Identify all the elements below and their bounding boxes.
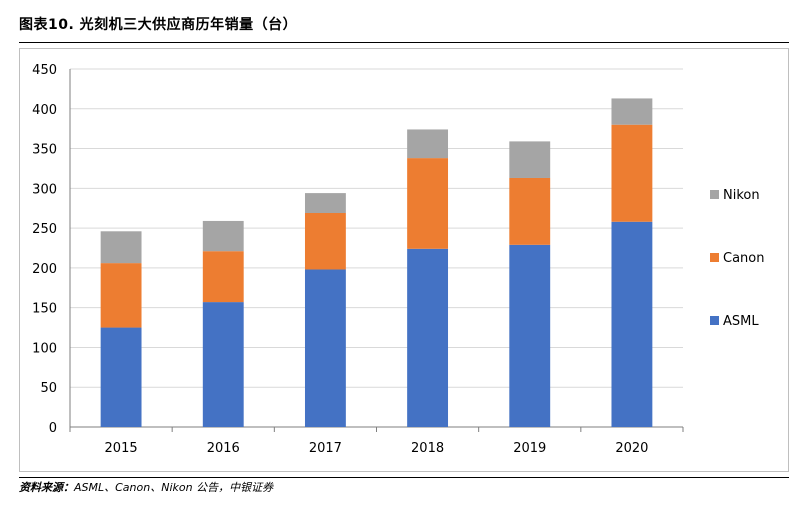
bar-nikon-2020 (611, 98, 653, 125)
title-rule (19, 42, 789, 43)
source-rule (19, 477, 789, 478)
bar-canon-2018 (407, 158, 449, 249)
chart-area: 0 50 100 150 200 250 300 350 400 450 2015 2016 2017 2… (19, 48, 789, 472)
bars (100, 98, 653, 427)
bar-asml-2020 (611, 221, 653, 427)
legend: Nikon Canon ASML (710, 188, 764, 329)
legend-swatch-canon (710, 253, 719, 262)
stacked-bar-chart: 0 50 100 150 200 250 300 350 400 450 2015 2016 2017 2… (32, 63, 764, 456)
bar-nikon-2018 (407, 129, 449, 159)
legend-label-nikon: Nikon (723, 188, 760, 203)
x-tick-label: 2018 (411, 441, 444, 456)
axes (69, 69, 684, 432)
y-tick-label: 200 (32, 262, 57, 277)
y-tick-label: 300 (32, 182, 57, 197)
x-tick-label: 2020 (615, 441, 648, 456)
bar-canon-2016 (202, 251, 244, 303)
x-tick-label: 2017 (309, 441, 342, 456)
x-tick-label: 2015 (105, 441, 138, 456)
bar-nikon-2016 (202, 220, 244, 252)
legend-swatch-nikon (710, 190, 719, 199)
bar-asml-2017 (304, 269, 346, 427)
y-tick-label: 100 (32, 341, 57, 356)
x-tick-label: 2019 (513, 441, 546, 456)
y-tick-label: 150 (32, 302, 57, 317)
legend-swatch-asml (710, 316, 719, 325)
bar-nikon-2017 (304, 193, 346, 213)
figure-title: 图表10. 光刻机三大供应商历年销量（台） (19, 17, 298, 33)
y-tick-label: 450 (32, 63, 57, 78)
source-note: 资料来源：ASML、Canon、Nikon 公告，中银证券 (19, 479, 273, 495)
y-tick-label: 0 (49, 421, 57, 436)
y-tick-label: 400 (32, 103, 57, 118)
bar-nikon-2015 (100, 231, 142, 264)
bar-asml-2019 (509, 244, 551, 427)
x-tick-label: 2016 (207, 441, 240, 456)
source-label: 资料来源： (19, 481, 74, 494)
y-tick-label: 350 (32, 143, 57, 158)
bar-asml-2016 (202, 302, 244, 427)
bar-canon-2017 (304, 212, 346, 270)
y-tick-label: 50 (40, 381, 57, 396)
bar-canon-2019 (509, 177, 551, 245)
tick-labels: 0 50 100 150 200 250 300 350 400 450 2015 2016 2017 2… (32, 63, 648, 456)
bar-nikon-2019 (509, 141, 551, 178)
bar-asml-2015 (100, 327, 142, 427)
gridlines (70, 68, 683, 388)
legend-label-asml: ASML (723, 314, 759, 329)
bar-asml-2018 (407, 248, 449, 427)
source-text: ASML、Canon、Nikon 公告，中银证券 (74, 481, 274, 494)
y-tick-label: 250 (32, 222, 57, 237)
bar-canon-2020 (611, 124, 653, 222)
bar-canon-2015 (100, 263, 142, 328)
legend-label-canon: Canon (723, 251, 764, 266)
